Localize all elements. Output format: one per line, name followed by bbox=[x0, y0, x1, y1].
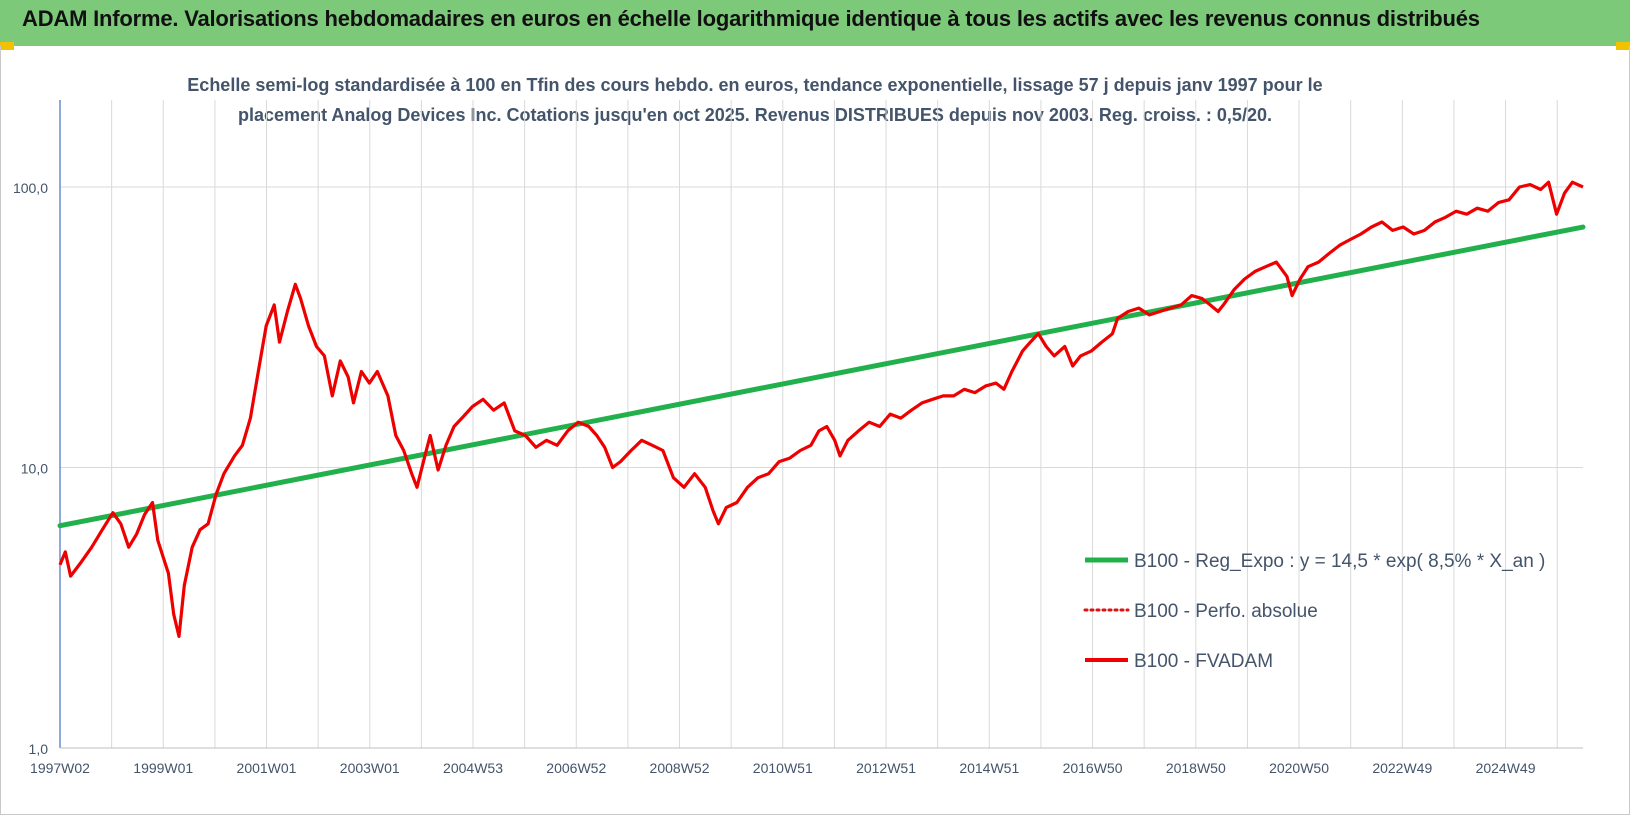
x-tick-label: 2010W51 bbox=[753, 760, 813, 776]
y-tick-label: 10,0 bbox=[21, 461, 48, 477]
chart-subtitle-line-2: placement Analog Devices Inc. Cotations … bbox=[238, 105, 1272, 125]
x-tick-label: 2022W49 bbox=[1372, 760, 1432, 776]
chart-subtitle: Echelle semi-log standardisée à 100 en T… bbox=[180, 70, 1330, 130]
legend-label: B100 - FVADAM bbox=[1134, 651, 1273, 672]
x-tick-label: 2001W01 bbox=[237, 760, 297, 776]
x-tick-label: 2018W50 bbox=[1166, 760, 1226, 776]
x-tick-label: 2024W49 bbox=[1476, 760, 1536, 776]
x-tick-label: 2014W51 bbox=[959, 760, 1019, 776]
corner-marker-left bbox=[0, 42, 14, 50]
y-tick-label: 1,0 bbox=[29, 741, 49, 757]
y-tick-label: 100,0 bbox=[13, 180, 48, 196]
x-tick-label: 2006W52 bbox=[546, 760, 606, 776]
x-tick-label: 2012W51 bbox=[856, 760, 916, 776]
x-tick-label: 1997W02 bbox=[30, 760, 90, 776]
legend-label: B100 - Perfo. absolue bbox=[1134, 601, 1318, 622]
report-banner: ADAM Informe. Valorisations hebdomadaire… bbox=[0, 0, 1630, 46]
x-tick-label: 2020W50 bbox=[1269, 760, 1329, 776]
legend-label: B100 - Reg_Expo : y = 14,5 * exp( 8,5% *… bbox=[1134, 551, 1545, 572]
x-tick-label: 2004W53 bbox=[443, 760, 503, 776]
report-title: ADAM Informe. Valorisations hebdomadaire… bbox=[22, 6, 1480, 31]
series-line-regression bbox=[57, 224, 1586, 529]
x-tick-label: 1999W01 bbox=[133, 760, 193, 776]
chart-subtitle-line-1: Echelle semi-log standardisée à 100 en T… bbox=[187, 75, 1323, 95]
x-tick-label: 2003W01 bbox=[340, 760, 400, 776]
x-tick-label: 2016W50 bbox=[1063, 760, 1123, 776]
corner-marker-right bbox=[1616, 42, 1630, 50]
series-line-fvadam bbox=[58, 180, 1584, 639]
x-tick-label: 2008W52 bbox=[650, 760, 710, 776]
